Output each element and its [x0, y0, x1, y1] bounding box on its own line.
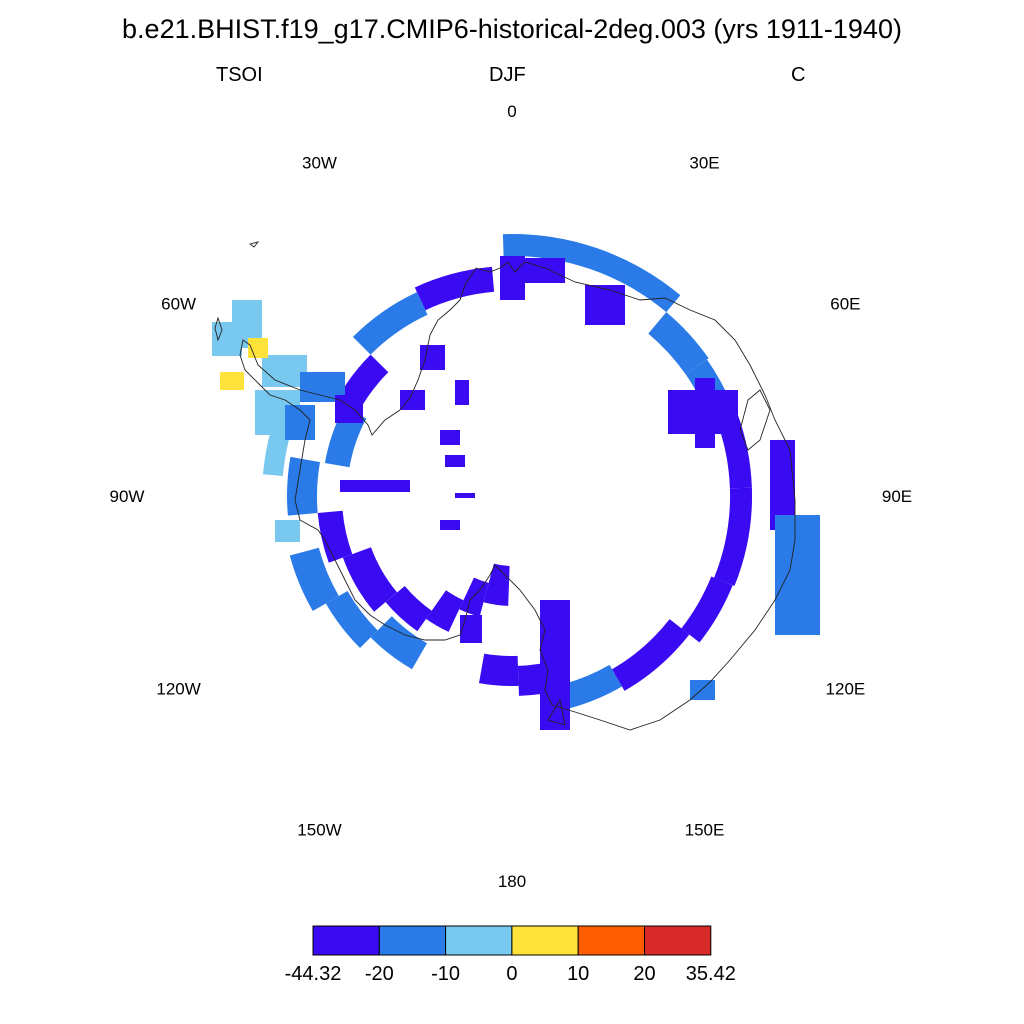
colorbar-swatch: [378, 925, 447, 956]
variable-label: TSOI: [216, 64, 263, 86]
data-cell: [455, 493, 475, 498]
data-cell: [335, 395, 363, 423]
longitude-label: 150E: [685, 820, 725, 839]
data-cell: [212, 322, 242, 356]
data-cell: [420, 345, 445, 370]
longitude-label: 30E: [689, 154, 719, 173]
data-cell: [220, 372, 244, 390]
colorbar-swatch: [577, 925, 646, 956]
units-label: C: [791, 64, 806, 86]
data-cell: [285, 405, 315, 440]
longitude-label: 180: [498, 872, 526, 891]
data-cell: [385, 586, 432, 632]
longitude-label: 120W: [156, 680, 200, 699]
data-cell: [317, 510, 353, 563]
data-cell: [262, 355, 307, 387]
data-cell: [695, 378, 715, 448]
data-cell: [585, 285, 625, 325]
colorbar-label: -10: [431, 963, 460, 985]
colorbar-label: 35.42: [686, 963, 736, 985]
data-cell: [440, 520, 460, 530]
plot-title: b.e21.BHIST.f19_g17.CMIP6-historical-2de…: [122, 14, 902, 44]
data-cell: [342, 547, 398, 612]
data-cell: [340, 480, 410, 492]
coastline: [214, 241, 796, 731]
data-cell: [690, 680, 715, 700]
data-cell: [510, 258, 565, 283]
season-label: DJF: [489, 64, 526, 86]
data-cell: [455, 380, 469, 405]
data-cell: [681, 576, 733, 643]
longitude-label: 120E: [826, 680, 866, 699]
colorbar-label: 10: [567, 963, 589, 985]
longitude-label: 30W: [302, 154, 337, 173]
data-cell: [540, 600, 570, 730]
colorbar-swatch: [312, 925, 380, 956]
data-cell: [502, 234, 681, 313]
data-cells: [212, 234, 820, 730]
longitude-label: 0: [507, 102, 516, 121]
data-cell: [289, 547, 339, 611]
data-cell: [426, 590, 464, 632]
data-cell: [562, 664, 622, 709]
longitude-labels: 0 30E 60E 90E 120E 150E 180 150W 120W 90W 60W 30W: [110, 102, 913, 891]
longitude-label: 60E: [830, 295, 860, 314]
data-cell: [612, 619, 690, 691]
colorbar: -44.32 -20 -10 0 10 20 35.42: [285, 925, 736, 985]
data-cell: [483, 563, 510, 606]
colorbar-swatch: [511, 925, 579, 956]
data-cell: [287, 456, 320, 516]
colorbar-swatch: [644, 925, 712, 956]
longitude-label: 90E: [882, 487, 912, 506]
colorbar-label: 20: [633, 963, 655, 985]
data-cell: [352, 292, 428, 355]
data-cell: [445, 455, 465, 467]
data-cell: [275, 520, 300, 542]
data-cell: [648, 312, 709, 375]
colorbar-label: -20: [365, 963, 394, 985]
data-cell: [370, 616, 427, 670]
data-cell: [460, 615, 482, 643]
colorbar-label: 0: [506, 963, 517, 985]
data-cell: [400, 390, 425, 410]
data-cell: [414, 266, 495, 311]
longitude-label: 90W: [110, 487, 145, 506]
data-cell: [479, 653, 519, 687]
colorbar-label: -44.32: [285, 963, 342, 985]
colorbar-swatch: [445, 925, 513, 956]
data-cell: [714, 487, 753, 586]
longitude-label: 150W: [297, 820, 341, 839]
longitude-label: 60W: [161, 295, 196, 314]
data-cell: [775, 515, 820, 635]
data-cell: [325, 591, 378, 648]
data-cell: [440, 430, 460, 445]
